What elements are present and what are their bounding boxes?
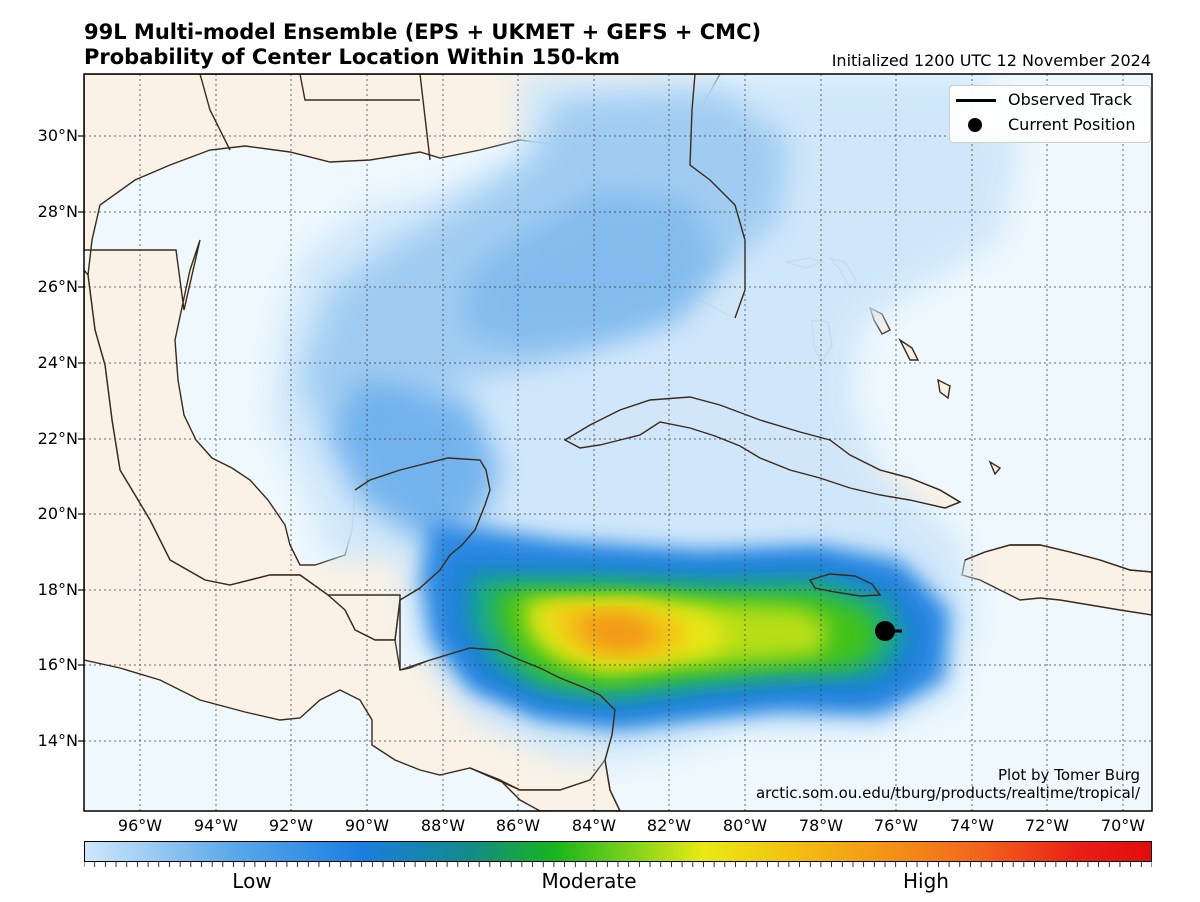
- lon-label: 88°W: [420, 816, 466, 835]
- current-position-marker: [875, 621, 895, 641]
- title-line-1: 99L Multi-model Ensemble (EPS + UKMET + …: [84, 20, 762, 44]
- lon-label: 86°W: [495, 816, 541, 835]
- bahamas-acklins: [937, 378, 951, 400]
- lon-label: 70°W: [1100, 816, 1146, 835]
- legend-current-position: Current Position: [950, 114, 1150, 136]
- lon-label: 92°W: [268, 816, 314, 835]
- lon-label: 72°W: [1024, 816, 1070, 835]
- lat-label: 16°N: [37, 655, 78, 674]
- dot-icon: [968, 118, 982, 132]
- legend-label: Observed Track: [1008, 90, 1132, 109]
- lat-label: 20°N: [37, 504, 78, 523]
- lat-label: 28°N: [37, 202, 78, 221]
- colorbar-moderate-label: Moderate: [541, 869, 637, 893]
- legend-label: Current Position: [1008, 115, 1136, 134]
- coastlines: [199, 74, 1152, 811]
- lon-label: 94°W: [193, 816, 239, 835]
- title-line-2: Probability of Center Location Within 15…: [84, 45, 621, 69]
- initialized-time: Initialized 1200 UTC 12 November 2024: [831, 51, 1151, 70]
- lon-label: 74°W: [949, 816, 995, 835]
- credit: Plot by Tomer Burg arctic.som.ou.edu/tbu…: [756, 766, 1140, 802]
- map-legend: Observed Track Current Position: [949, 85, 1151, 143]
- bahamas-exuma: [898, 337, 920, 361]
- colorbar: [84, 841, 1152, 862]
- lon-label: 96°W: [117, 816, 163, 835]
- colorbar-ticks: [84, 862, 1152, 867]
- lat-label: 26°N: [37, 277, 78, 296]
- credit-author: Plot by Tomer Burg: [998, 766, 1140, 784]
- lon-label: 80°W: [722, 816, 768, 835]
- probability-field: [270, 74, 1020, 760]
- lat-label: 22°N: [37, 429, 78, 448]
- credit-url[interactable]: arctic.som.ou.edu/tburg/products/realtim…: [755, 784, 1140, 802]
- lat-label: 30°N: [37, 126, 78, 145]
- lat-label: 14°N: [37, 731, 78, 750]
- lon-label: 90°W: [344, 816, 390, 835]
- legend-observed-track: Observed Track: [950, 89, 1150, 111]
- lat-label: 18°N: [37, 580, 78, 599]
- lon-label: 82°W: [646, 816, 692, 835]
- colorbar-high-label: High: [903, 869, 949, 893]
- map-frame: [83, 73, 1153, 812]
- turks: [988, 460, 1002, 476]
- lon-label: 84°W: [571, 816, 617, 835]
- colorbar-low-label: Low: [232, 869, 272, 893]
- track-line-icon: [956, 99, 996, 102]
- lon-label: 78°W: [798, 816, 844, 835]
- lon-label: 76°W: [873, 816, 919, 835]
- lat-label: 24°N: [37, 353, 78, 372]
